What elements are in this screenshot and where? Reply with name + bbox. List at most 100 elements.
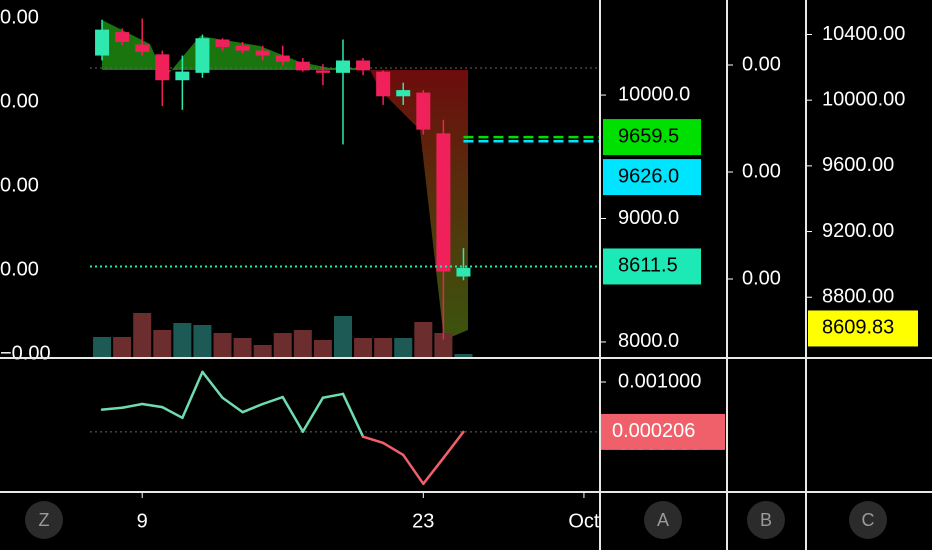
y-tick-label: 8000.0 [618, 330, 679, 352]
button-circle[interactable] [644, 501, 682, 539]
volume-bar [193, 325, 212, 358]
button-circle[interactable] [747, 501, 785, 539]
price-box [603, 159, 701, 196]
price-box [603, 119, 701, 156]
axis-c-label: 9200.00 [822, 220, 894, 242]
volume-bar [374, 338, 393, 358]
volume-bar [153, 330, 172, 358]
x-tick-label: 23 [412, 510, 434, 532]
x-tick-label: Oct [568, 510, 600, 532]
volume-bar [454, 354, 473, 358]
oscillator-line [241, 402, 264, 414]
oscillator-line [442, 430, 465, 460]
oscillator-line [261, 395, 285, 406]
candle-body [135, 44, 150, 52]
button[interactable]: A [644, 501, 682, 539]
price-box-label: 9659.5 [618, 125, 679, 147]
volume-bar [133, 313, 152, 358]
volume-bar [113, 337, 132, 358]
volume-bar [233, 338, 252, 358]
volume-bar [394, 338, 413, 358]
volume-bar [93, 337, 112, 358]
price-box [808, 310, 918, 347]
oscillator-line [181, 370, 204, 420]
oscillator-line [401, 453, 425, 486]
volume-bar [213, 333, 232, 358]
oscillator-line [381, 441, 405, 457]
axis-c-label: 8800.00 [822, 286, 894, 308]
candle-body [456, 267, 471, 277]
oscillator-line [422, 456, 445, 486]
y-tick-label: 10000.0 [618, 83, 690, 105]
button-circle[interactable] [25, 501, 63, 539]
left-axis-label: 0.00 [0, 90, 39, 112]
candle-body [195, 38, 210, 73]
volume-bar [253, 345, 272, 358]
button-label[interactable]: A [657, 510, 669, 530]
volume-bar [333, 316, 352, 358]
axis-c-label: 10000.00 [822, 88, 905, 110]
axis-c-label: 10400.00 [822, 23, 905, 45]
candle-body [275, 55, 290, 62]
axis-b-label: 0.00 [742, 160, 781, 182]
oscillator-line [120, 402, 144, 410]
candle-body [376, 71, 391, 97]
axis-b-label: 0.00 [742, 53, 781, 75]
volume-bar [273, 333, 292, 358]
button[interactable]: Z [25, 501, 63, 539]
candle-body [175, 71, 190, 81]
x-tick-label: 9 [137, 510, 148, 532]
candle-body [335, 60, 350, 73]
marks [90, 18, 600, 486]
candle-body [416, 92, 431, 130]
oscillator-line [140, 402, 164, 409]
price-box-label: 0.000206 [612, 420, 695, 442]
oscillator-line [221, 396, 244, 414]
left-axis-label: 0.00 [0, 174, 39, 196]
volume-bar [313, 340, 332, 358]
volume-bar [293, 330, 312, 358]
button[interactable]: C [849, 501, 887, 539]
left-axis-label: 0.00 [0, 6, 39, 28]
volume-bar [434, 333, 453, 358]
button-circle[interactable] [849, 501, 887, 539]
button-label[interactable]: C [862, 510, 875, 530]
button-label[interactable]: Z [39, 510, 50, 530]
candle-body [155, 54, 170, 81]
price-box-label: 8609.83 [822, 317, 894, 339]
price-box-label: 8611.5 [618, 255, 678, 277]
oscillator-line [161, 405, 184, 420]
volume-bar [354, 338, 373, 358]
price-box-label: 9626.0 [618, 165, 679, 187]
left-axis-label: 0.00 [0, 258, 39, 280]
candle-body [215, 39, 230, 47]
oscillator-line [361, 435, 385, 445]
candle-body [436, 133, 451, 272]
candle-body [235, 45, 250, 51]
candle-body [315, 70, 330, 73]
axis-c-label: 9600.00 [822, 154, 894, 176]
left-axis-label: −0.00 [0, 342, 51, 364]
axis-b-label: 0.00 [742, 267, 781, 289]
price-box [601, 413, 725, 450]
oscillator-line [301, 396, 325, 433]
button[interactable]: B [747, 501, 785, 539]
button-label[interactable]: B [760, 510, 772, 530]
y-tick-label: 0.001000 [618, 370, 701, 392]
candle-body [356, 60, 371, 71]
oscillator-line [100, 406, 124, 411]
volume-bar [414, 322, 433, 358]
candle-body [255, 50, 270, 56]
volume-bar [173, 323, 192, 358]
candle-body [95, 29, 110, 56]
candle-body [295, 61, 310, 71]
oscillator-line [341, 392, 365, 438]
price-box [603, 248, 701, 285]
y-tick-label: 9000.0 [618, 207, 679, 229]
oscillator-line [281, 395, 305, 433]
candle-body [115, 32, 130, 42]
oscillator-line [321, 392, 345, 399]
